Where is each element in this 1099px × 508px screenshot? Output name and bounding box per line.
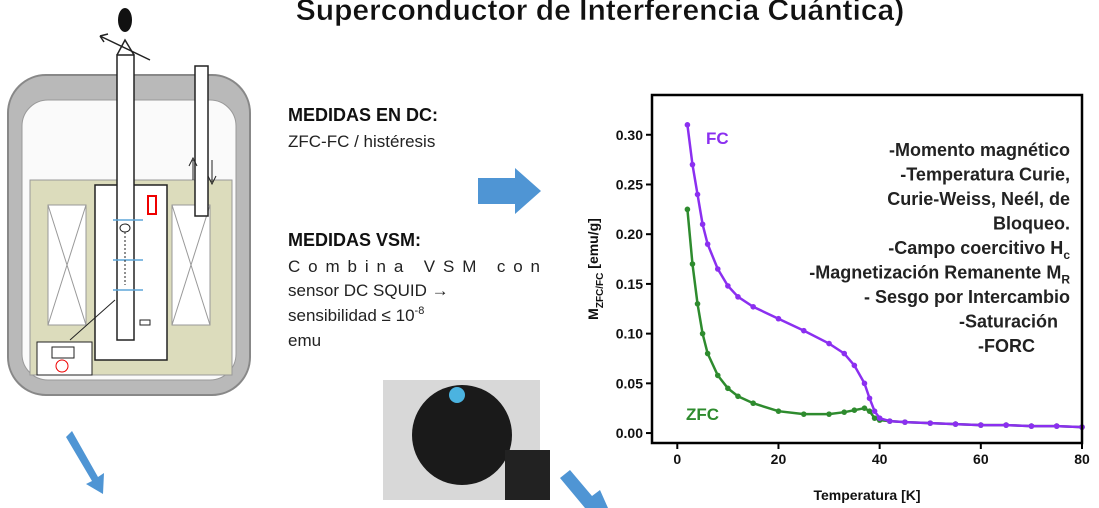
annotation-sub: R <box>1061 273 1070 287</box>
data-point <box>690 162 696 168</box>
data-point <box>725 386 731 392</box>
data-point <box>953 421 959 427</box>
y-tick-label: 0.00 <box>616 425 643 441</box>
device-diagram <box>8 8 250 395</box>
data-point <box>978 422 984 428</box>
data-point <box>841 409 847 415</box>
data-point <box>801 411 807 417</box>
vsm-line: emu <box>288 331 321 350</box>
annotation: -Temperatura Curie, <box>900 165 1070 185</box>
data-point <box>735 393 741 399</box>
data-point <box>685 207 691 213</box>
annotation: -Saturación <box>959 312 1058 332</box>
dc-text: ZFC-FC / histéresis <box>288 132 435 151</box>
data-point <box>867 408 873 414</box>
annotation: -FORC <box>978 336 1035 356</box>
x-tick-label: 0 <box>673 451 681 467</box>
x-tick-label: 40 <box>872 451 888 467</box>
data-point <box>705 351 711 357</box>
annotation: - Sesgo por Intercambio <box>864 287 1070 307</box>
data-point <box>705 241 711 247</box>
data-point <box>750 304 756 310</box>
data-point <box>826 411 832 417</box>
vsm-line: Combina VSM con <box>288 257 540 276</box>
arrow-down <box>560 470 608 508</box>
data-point <box>750 400 756 406</box>
data-point <box>1054 423 1060 429</box>
y-tick-label: 0.25 <box>616 176 643 192</box>
data-point <box>685 122 691 128</box>
data-point <box>776 316 782 322</box>
x-tick-label: 60 <box>973 451 989 467</box>
data-point <box>801 328 807 334</box>
y-tick-label: 0.10 <box>616 326 643 342</box>
y-tick-label: 0.20 <box>616 226 643 242</box>
annotation-sub: c <box>1063 248 1070 262</box>
data-point <box>700 331 706 337</box>
arrow-right <box>478 168 541 214</box>
photo-detail <box>505 450 550 500</box>
dc-heading: MEDIDAS EN DC: <box>288 105 438 125</box>
x-tick-label: 20 <box>771 451 787 467</box>
data-point <box>862 381 868 387</box>
data-point <box>872 408 878 414</box>
y-tick-label: 0.15 <box>616 276 643 292</box>
x-tick-label: 80 <box>1074 451 1090 467</box>
annotation-text: -Magnetización Remanente M <box>809 263 1061 283</box>
data-point <box>927 420 933 426</box>
data-point <box>867 395 873 401</box>
series-label: ZFC <box>686 405 719 424</box>
annotation-text: -Campo coercitivo H <box>888 238 1063 258</box>
data-point <box>852 407 858 413</box>
annotation: -Campo coercitivo Hc <box>888 238 1070 262</box>
data-point <box>715 373 721 379</box>
y-label-unit: [emu/g] <box>585 218 601 272</box>
data-point <box>776 408 782 414</box>
data-point <box>715 266 721 272</box>
y-tick-label: 0.05 <box>616 375 643 391</box>
data-point <box>1029 423 1035 429</box>
data-point <box>852 363 858 369</box>
y-tick-label: 0.30 <box>616 127 643 143</box>
annotation: Curie-Weiss, Neél, de <box>887 189 1070 209</box>
data-point <box>695 301 701 307</box>
data-point <box>1003 422 1009 428</box>
y-label-sub: ZFC/FC <box>595 273 606 309</box>
slide-title: Superconductor de Interferencia Cuántica… <box>296 0 904 27</box>
arrow-down <box>66 431 104 494</box>
vsm-line: sensibilidad ≤ 10-8 <box>288 305 424 325</box>
data-point <box>872 415 878 421</box>
vsm-line-text: sensibilidad ≤ 10 <box>288 306 415 325</box>
data-point <box>887 418 893 424</box>
series-label: FC <box>706 129 729 148</box>
data-point <box>690 261 696 267</box>
y-label-main: M <box>585 308 601 320</box>
vsm-heading: MEDIDAS VSM: <box>288 230 421 250</box>
y-axis-label: MZFC/FC [emu/g] <box>585 218 606 320</box>
data-point <box>826 341 832 347</box>
data-point <box>735 294 741 300</box>
data-point <box>862 405 868 411</box>
vsm-line: sensor DC SQUID → <box>288 281 449 300</box>
data-point <box>902 419 908 425</box>
vsm-exponent: -8 <box>415 305 425 317</box>
data-point <box>700 221 706 227</box>
annotation: -Momento magnético <box>889 140 1070 160</box>
photo-detail <box>449 387 465 403</box>
annotation: Bloqueo. <box>993 214 1070 234</box>
data-point <box>695 192 701 198</box>
annotation: -Magnetización Remanente MR <box>809 263 1070 287</box>
data-point <box>725 283 731 289</box>
slide: Superconductor de Interferencia Cuántica… <box>0 0 1099 508</box>
data-point <box>841 351 847 357</box>
data-point <box>877 415 883 421</box>
x-axis-label: Temperatura [K] <box>813 487 920 503</box>
